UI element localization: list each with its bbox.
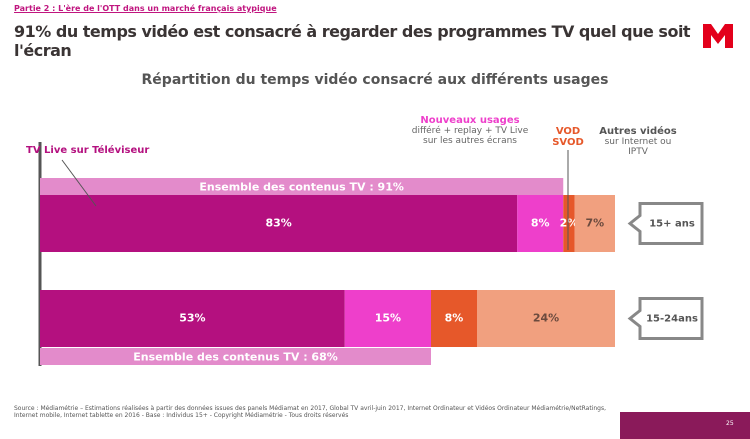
source-note: Source : Médiamétrie – Estimations réali…: [14, 405, 607, 419]
total-band: [40, 348, 431, 365]
value-label: 53%: [179, 312, 205, 325]
category-label: 15+ ans: [649, 219, 695, 230]
chart-title: Répartition du temps vidéo consacré aux …: [141, 72, 609, 88]
legend-label: Autres vidéos: [599, 126, 677, 137]
bar-segment: [477, 290, 615, 347]
total-label: Ensemble des contenus TV : 68%: [133, 351, 338, 364]
logo: [703, 24, 733, 48]
section-label: Partie 2 : L'ère de l'OTT dans un marché…: [14, 4, 277, 13]
bar-segment: [563, 195, 575, 252]
category-box: [627, 297, 704, 340]
bar-segment: [517, 195, 564, 252]
page-number: 25: [726, 420, 734, 427]
legend-label: TV Live sur Téléviseur: [26, 145, 150, 156]
value-label: 7%: [586, 217, 605, 230]
category-label: 15-24ans: [646, 314, 698, 325]
total-band: [40, 178, 564, 195]
bar-segment: [574, 195, 615, 252]
bar-segment: [344, 290, 431, 347]
value-label: 15%: [375, 312, 401, 325]
bar-segment: [40, 290, 345, 347]
slide-title: 91% du temps vidéo est consacré à regard…: [14, 22, 691, 60]
pointer-line: [61, 159, 97, 207]
value-label: 24%: [533, 312, 559, 325]
value-label: 2%: [560, 217, 579, 230]
category-box: [627, 202, 704, 245]
legend-description: sur Internet ou IPTV: [604, 137, 672, 157]
value-label: 83%: [265, 217, 291, 230]
legend-label: VOD SVOD: [552, 126, 584, 148]
legend-label: Nouveaux usages: [420, 115, 520, 126]
value-label: 8%: [445, 312, 464, 325]
bar-segment: [431, 290, 477, 347]
legend-description: différé + replay + TV Live sur les autre…: [411, 126, 529, 146]
value-label: 8%: [531, 217, 550, 230]
total-label: Ensemble des contenus TV : 91%: [199, 181, 404, 194]
footer-strip: [620, 412, 750, 439]
bar-segment: [40, 195, 518, 252]
